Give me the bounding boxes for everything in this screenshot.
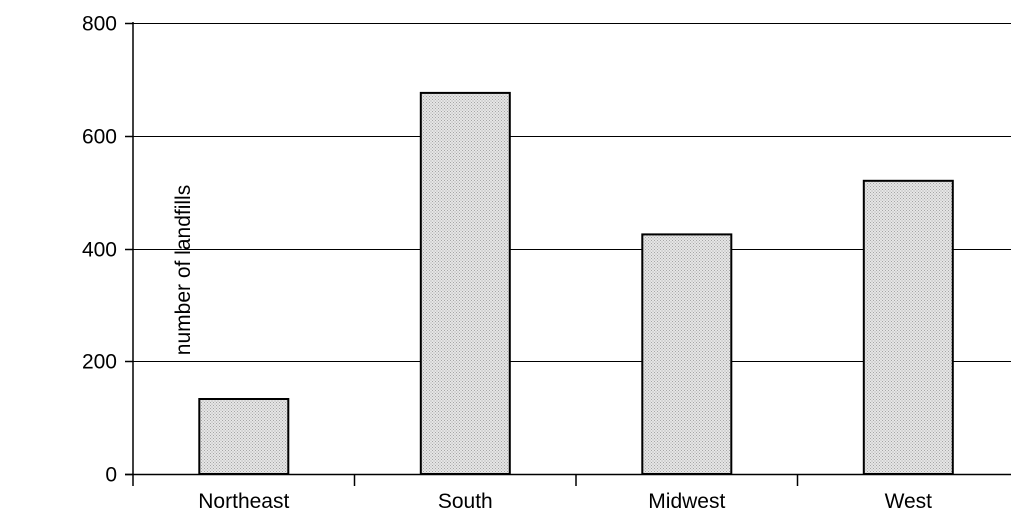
y-tick-label: 200 bbox=[82, 351, 117, 374]
bars bbox=[198, 91, 954, 476]
y-tick-label: 400 bbox=[82, 239, 117, 262]
y-tick-label: 800 bbox=[82, 13, 117, 36]
bar bbox=[419, 91, 511, 476]
bar bbox=[198, 398, 290, 475]
bar bbox=[641, 233, 733, 475]
bar bbox=[862, 179, 954, 476]
axes bbox=[125, 22, 1011, 486]
x-tick-label: South bbox=[438, 490, 493, 513]
x-axis-ticks: Northeast South Midwest West bbox=[198, 474, 932, 513]
y-tick-label: 600 bbox=[82, 126, 117, 149]
y-axis-ticks: 0 200 400 600 800 bbox=[82, 13, 133, 487]
x-tick-label: Midwest bbox=[648, 490, 725, 513]
y-tick-label: 0 bbox=[105, 464, 117, 487]
x-tick-label: West bbox=[885, 490, 933, 513]
x-tick-label: Northeast bbox=[198, 490, 289, 513]
y-axis-title: number of landfills bbox=[172, 185, 195, 355]
